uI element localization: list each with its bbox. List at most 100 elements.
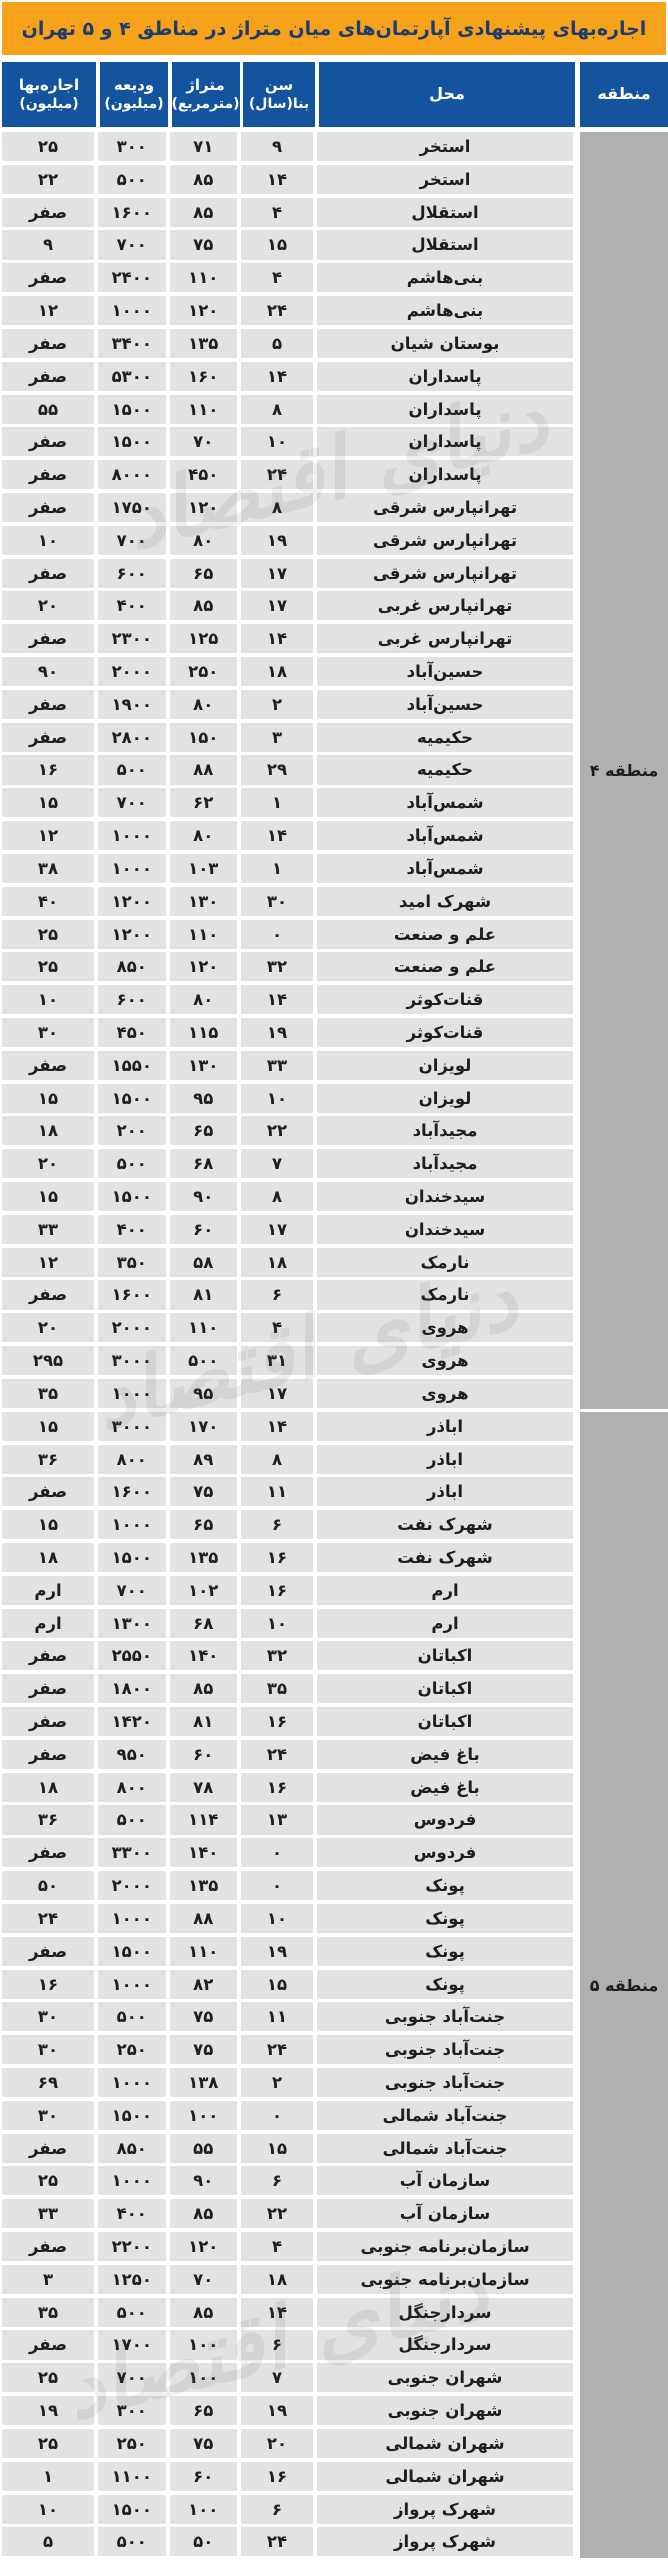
table-row: ۲۵ ۲۵۰ ۷۵ ۲۰ شهران شمالی [2,2428,573,2458]
place-cell: مجیدآباد [317,1116,573,1146]
area-cell: ۷۸ [169,1772,237,1802]
area-cell: ۱۲۰ [169,492,237,523]
deposit-cell: ۱۰۰۰ [98,1510,166,1540]
age-cell: ۹ [241,132,313,162]
area-cell: ۵۰۰ [169,1346,237,1376]
area-cell: ۷۵ [169,2002,237,2032]
table-row: ۳۰ ۵۰۰ ۷۵ ۱۱ جنت‌آباد جنوبی [2,2002,573,2032]
area-cell: ۹۰ [169,2166,237,2196]
deposit-cell: ۴۰۰ [98,1214,166,1244]
place-cell: سازمان آب [317,2199,573,2229]
table-row: ۳۶ ۸۰۰ ۸۹ ۸ اباذر [2,1444,573,1474]
age-cell: ۴ [241,263,313,293]
deposit-cell: ۲۳۰۰ [98,624,166,654]
deposit-cell: ۴۰۰ [98,591,166,621]
rent-cell: ۱۰ [2,985,94,1015]
place-cell: جنت‌آباد شمالی [317,2133,573,2163]
age-cell: ۱۰ [241,1608,313,1638]
rent-cell: صفر [2,722,94,752]
deposit-cell: ۱۵۰۰ [98,394,166,424]
age-cell: ۱۷ [241,558,313,588]
age-cell: ۳۲ [241,1641,313,1671]
age-cell: ۶ [241,2494,313,2524]
rent-cell: صفر [2,263,94,293]
place-cell: پاسداران [317,460,573,490]
rent-cell: ۶۹ [2,2067,94,2098]
place-cell: حکیمیه [317,755,573,785]
place-cell: نارمک [317,1247,573,1277]
rent-cell: ۲۴ [2,1903,94,1933]
rent-cell: صفر [2,624,94,654]
table-body: ۲۵ ۳۰۰ ۷۱ ۹ استخر ۲۲ ۵۰۰ ۸۵ ۱۴ استخر صفر ۱۶۰۰ ۸۵ ۴ است… [2,132,573,2560]
deposit-cell: ۸۵۰ [98,2133,166,2163]
place-cell: هروی [317,1346,573,1376]
rent-cell: صفر [2,460,94,490]
table-row: ۲۹۵ ۳۰۰۰ ۵۰۰ ۳۱ هروی [2,1346,573,1376]
region-cell-5: منطقه ۵ [580,1412,668,2558]
place-cell: تهرانپارس شرقی [317,558,573,588]
age-cell: ۲۹ [241,755,313,785]
deposit-cell: ۵۰۰ [98,164,166,194]
deposit-cell: ۷۰۰ [98,2363,166,2393]
area-cell: ۱۱۰ [169,1936,237,1966]
table-row: ۱۵ ۱۵۰۰ ۹۰ ۸ سیدخندان [2,1182,573,1212]
deposit-cell: ۲۸۰۰ [98,722,166,752]
table-row: صفر ۱۵۰۰ ۷۰ ۱۰ پاسداران [2,427,573,457]
rent-cell: صفر [2,1477,94,1507]
age-cell: ۸ [241,1444,313,1474]
age-cell: ۱۰ [241,427,313,457]
age-cell: ۳۵ [241,1674,313,1704]
age-cell: ۲۰ [241,2428,313,2458]
table-row: ۳۰ ۲۵۰ ۷۵ ۲۴ جنت‌آباد جنوبی [2,2035,573,2065]
deposit-cell: ۸۵۰ [98,952,166,982]
deposit-cell: ۱۰۰۰ [98,2166,166,2196]
age-cell: ۲۲ [241,1116,313,1146]
region-cell-4: منطقه ۴ [580,132,668,1409]
place-cell: پونک [317,1969,573,1999]
age-cell: ۲۴ [241,460,313,490]
age-cell: ۱۱ [241,2002,313,2032]
place-cell: پاسداران [317,394,573,424]
deposit-cell: ۳۵۰ [98,1247,166,1277]
table-row: ۲۵ ۳۰۰ ۷۱ ۹ استخر [2,132,573,162]
area-cell: ۸۵ [169,164,237,194]
place-cell: سازمان آب [317,2166,573,2196]
deposit-cell: ۸۰۰۰ [98,460,166,490]
place-cell: جنت‌آباد جنوبی [317,2035,573,2065]
table-row: ۵۵ ۱۵۰۰ ۱۱۰ ۸ پاسداران [2,394,573,424]
table-row: صفر ۱۷۰۰ ۱۰۰ ۶ سردارجنگل [2,2330,573,2360]
place-cell: علم و صنعت [317,952,573,982]
place-cell: شهرک نفت [317,1542,573,1573]
area-cell: ۸۵ [169,1674,237,1704]
place-cell: پاسداران [317,427,573,457]
deposit-cell: ۱۵۰۰ [98,1083,166,1113]
age-cell: ۱۵ [241,2133,313,2163]
age-cell: ۱۴ [241,2297,313,2327]
area-cell: ۸۰ [169,689,237,719]
age-cell: ۶ [241,1510,313,1540]
deposit-cell: ۱۰۰۰ [98,853,166,883]
place-cell: شمس‌آباد [317,821,573,851]
rent-cell: ۲۰ [2,1313,94,1343]
deposit-cell: ۸۰۰ [98,1772,166,1802]
deposit-cell: ۱۵۰۰ [98,1936,166,1966]
area-cell: ۵۸ [169,1247,237,1277]
table-row: ۳۰ ۱۵۰۰ ۱۰۰ ۰ جنت‌آباد شمالی [2,2100,573,2130]
age-cell: ۱۶ [241,1707,313,1737]
area-cell: ۱۰۰ [169,2494,237,2524]
table-row: ۳۸ ۱۰۰۰ ۱۰۳ ۱ شمس‌آباد [2,853,573,883]
table-row: ۱۸ ۱۵۰۰ ۱۳۵ ۱۶ شهرک نفت [2,1542,573,1573]
deposit-cell: ۲۰۰۰ [98,657,166,687]
place-cell: حسین‌آباد [317,689,573,719]
table-row: صفر ۹۵۰ ۶۰ ۲۴ باغ فیض [2,1739,573,1769]
age-cell: ۶ [241,1280,313,1310]
age-cell: ۱۵ [241,230,313,260]
rent-cell: ۴۰ [2,886,94,916]
deposit-cell: ۵۰۰ [98,2297,166,2327]
age-cell: ۱۸ [241,657,313,687]
place-cell: تهرانپارس شرقی [317,525,573,555]
area-cell: ۷۵ [169,2428,237,2458]
age-cell: ۱۷ [241,1214,313,1244]
rent-cell: ۳۶ [2,1444,94,1474]
table-row: صفر ۲۸۰۰ ۱۵۰ ۳ حکیمیه [2,722,573,752]
